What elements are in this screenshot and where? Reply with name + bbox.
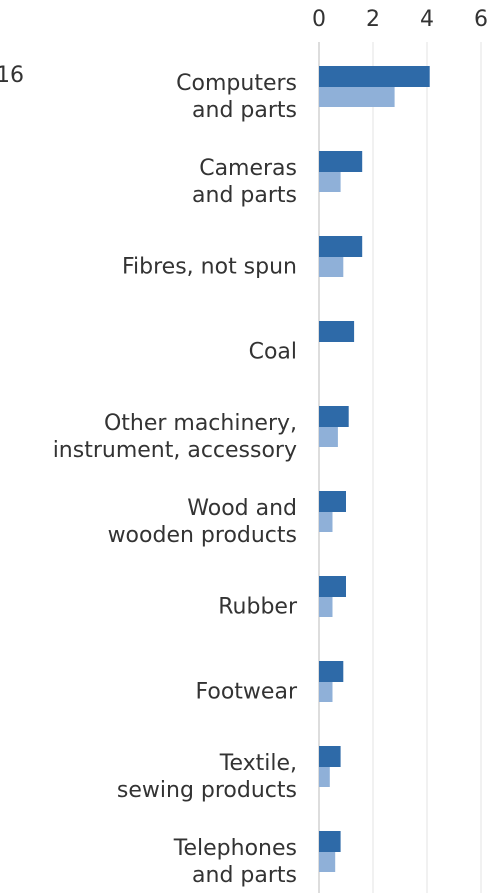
bar	[319, 406, 349, 427]
bar	[319, 87, 395, 107]
category-label: Coal	[248, 339, 297, 365]
bar	[319, 491, 346, 512]
x-tick-label: 6	[474, 7, 487, 32]
bar	[319, 682, 333, 702]
bar	[319, 767, 330, 787]
bar	[319, 257, 344, 277]
bar	[319, 661, 344, 682]
category-label: Footwear	[195, 679, 297, 705]
bar	[319, 831, 341, 852]
bar	[319, 151, 363, 172]
category-label: Rubber	[218, 594, 297, 620]
x-tick-label: 4	[420, 7, 434, 32]
category-label: Fibres, not spun	[121, 254, 297, 280]
bar	[319, 852, 336, 872]
bar	[319, 66, 430, 87]
bar	[319, 576, 346, 597]
category-label: Computers and parts	[176, 71, 297, 123]
category-label: Textile, sewing products	[116, 751, 297, 803]
category-label: Wood and wooden products	[107, 496, 297, 548]
bar	[319, 172, 341, 192]
bar	[319, 512, 333, 532]
category-label: Telephones and parts	[173, 836, 297, 888]
bar	[319, 321, 355, 342]
bar	[319, 746, 341, 767]
bar	[319, 427, 338, 447]
category-label: Other machinery, instrument, accessory	[52, 411, 297, 463]
bar	[319, 597, 333, 617]
annotation: 16	[0, 63, 24, 88]
x-tick-label: 0	[312, 7, 326, 32]
category-label: Cameras and parts	[192, 156, 297, 208]
bar	[319, 236, 363, 257]
x-tick-label: 2	[366, 7, 380, 32]
